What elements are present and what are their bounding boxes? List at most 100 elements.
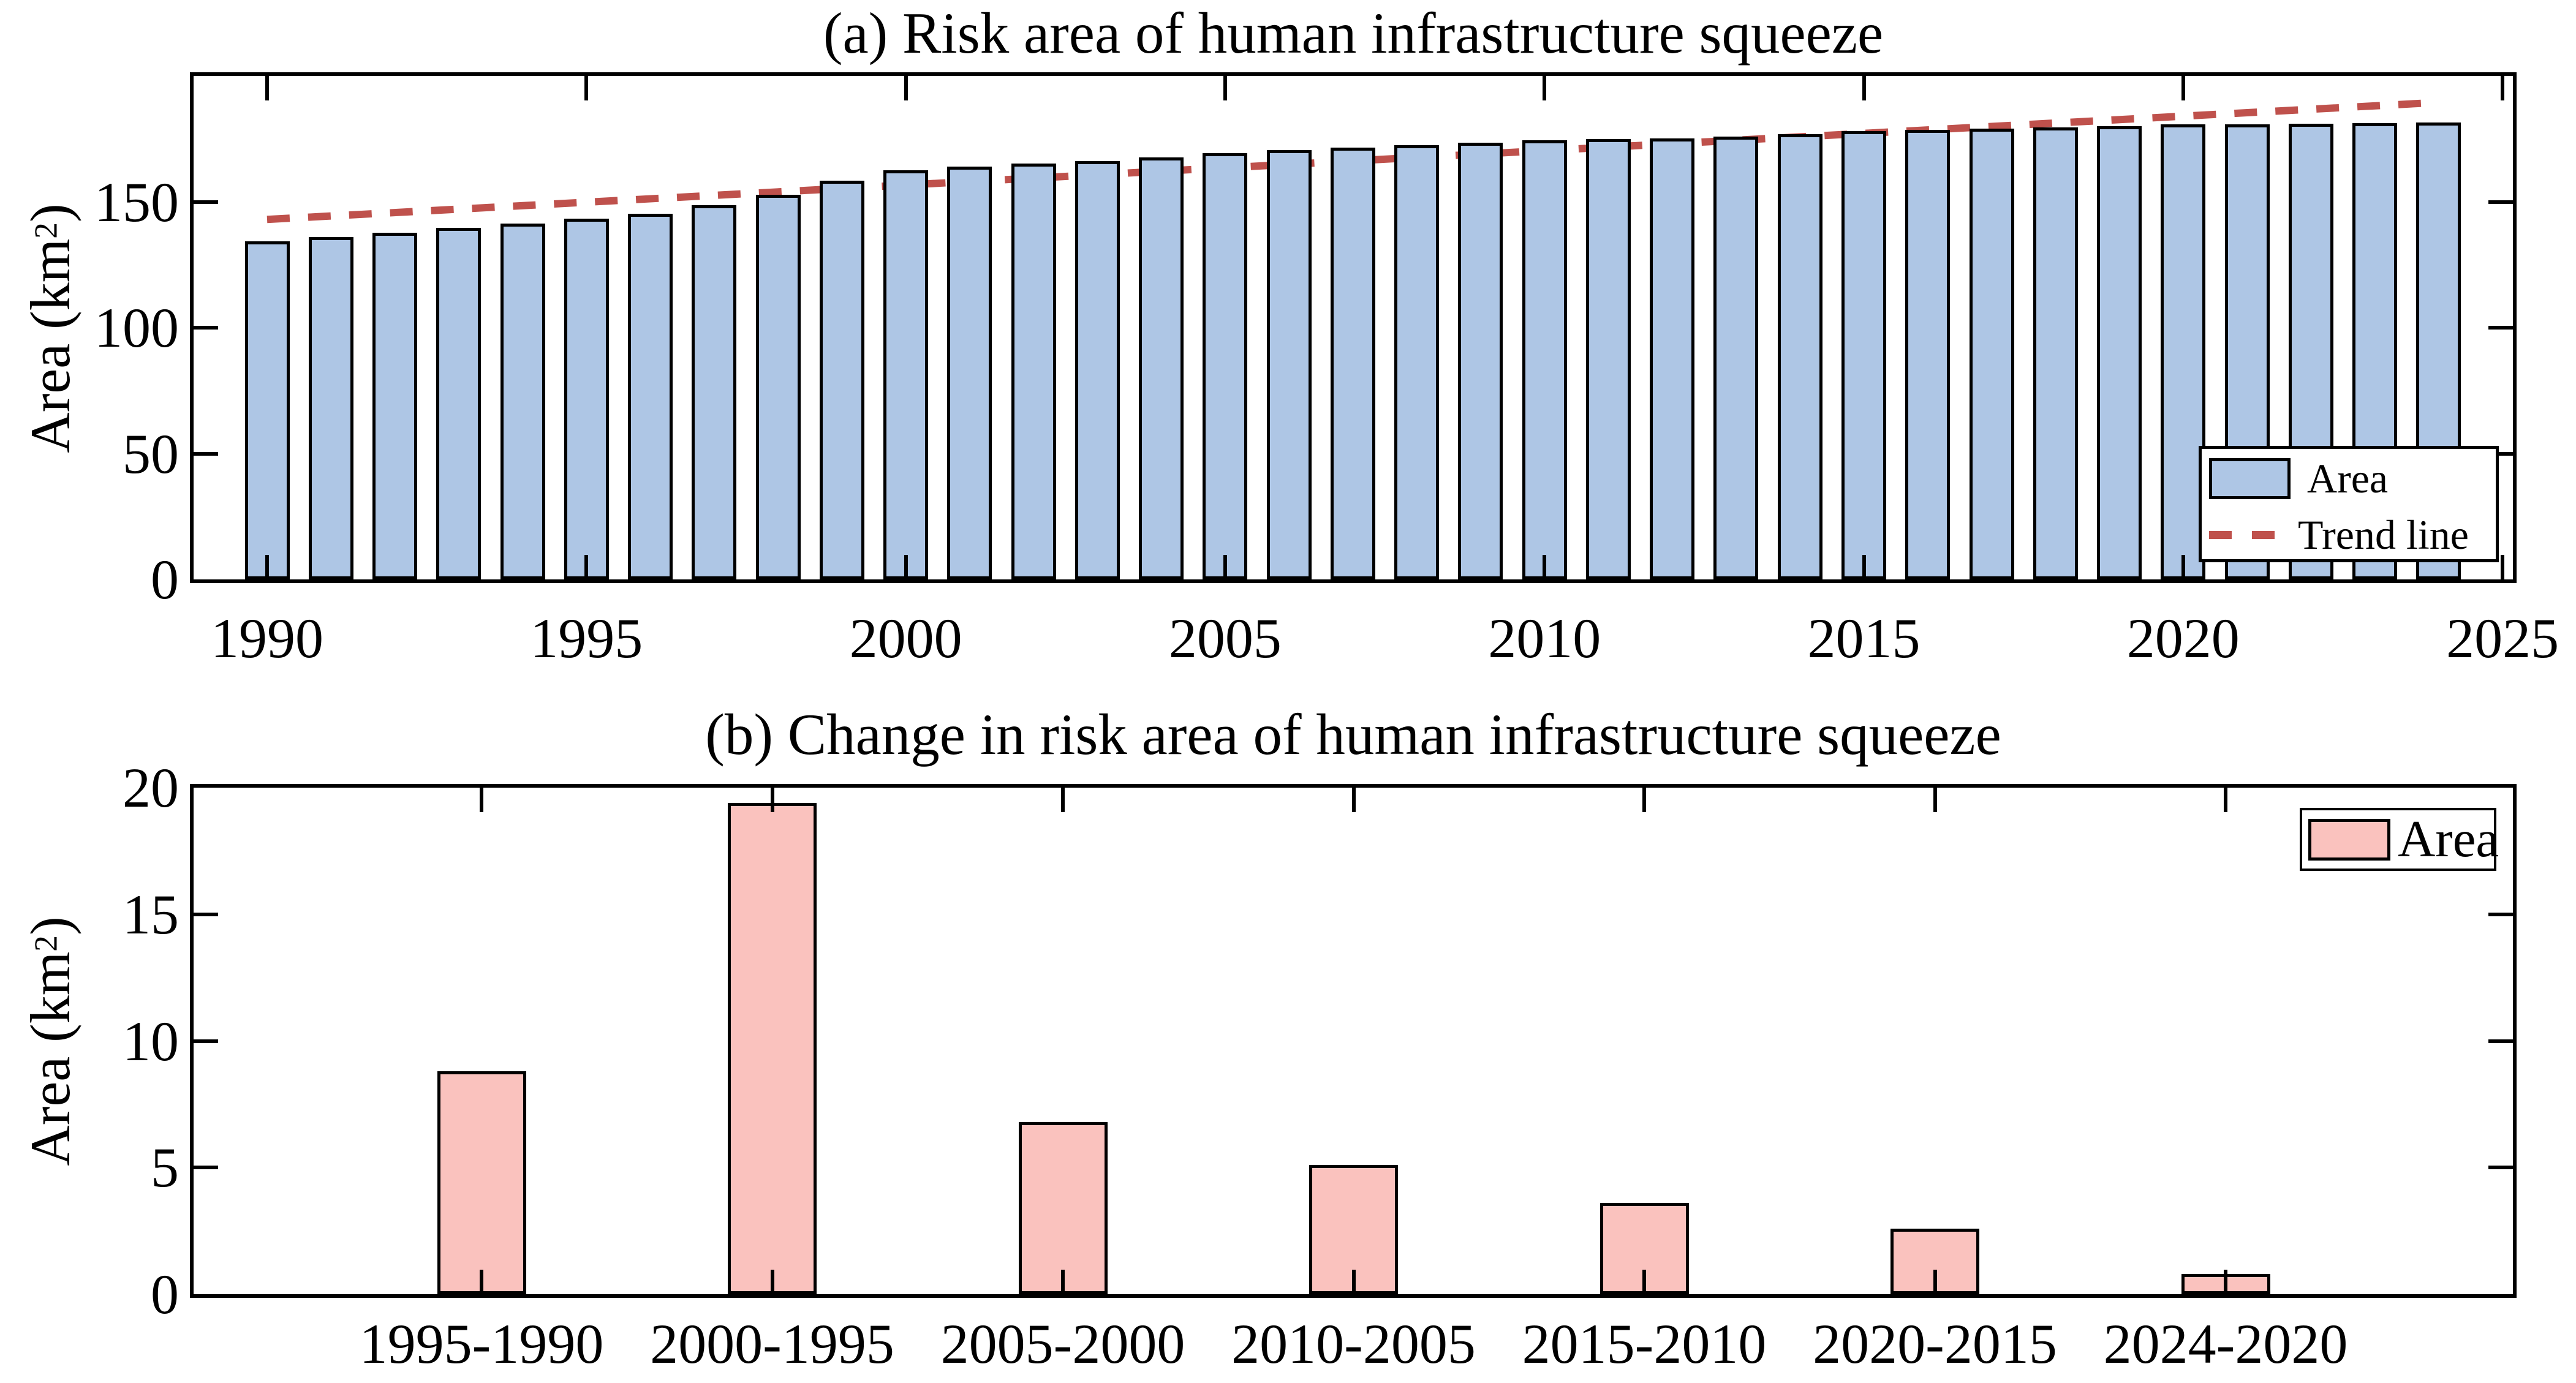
bar-2009 [1458, 143, 1503, 579]
bar-2015 [1841, 131, 1886, 579]
x-tick [1862, 76, 1866, 100]
panel-b-title: (b) Change in risk area of human infrast… [705, 702, 2001, 767]
x-tick [1543, 76, 1547, 100]
bar-2003 [1075, 160, 1120, 579]
bar-2016 [1905, 129, 1951, 579]
legend-trend-line-icon [2209, 530, 2275, 539]
bar-2000-1995 [728, 802, 817, 1294]
x-tick [1862, 555, 1866, 579]
bar-2018 [2033, 127, 2078, 579]
legend-area-swatch-b [2308, 818, 2390, 861]
y-tick [2488, 451, 2513, 456]
x-tick [2181, 555, 2185, 579]
bar-1997 [692, 205, 737, 579]
y-tick [2488, 1166, 2513, 1170]
x-tick-label: 2005 [1168, 607, 1282, 669]
bar-2005 [1203, 153, 1248, 579]
x-tick [2181, 76, 2185, 100]
x-tick [1061, 1270, 1065, 1294]
bar-2000 [883, 170, 929, 579]
bar-2013 [1713, 136, 1759, 579]
bar-1998 [755, 195, 801, 579]
x-tick [1933, 1270, 1937, 1294]
bar-2005-2000 [1018, 1121, 1108, 1294]
bar-2019 [2097, 126, 2142, 579]
panel-a-plot-area: Area Trend line [190, 72, 2517, 583]
bar-2006 [1266, 150, 1312, 579]
x-tick-label: 2020 [2126, 607, 2240, 669]
x-tick [770, 788, 774, 812]
x-tick [2501, 76, 2505, 100]
y-tick [194, 200, 218, 204]
y-tick [2488, 1039, 2513, 1043]
x-tick [1351, 788, 1356, 812]
y-tick [194, 912, 218, 916]
y-tick-label: 15 [123, 883, 179, 946]
x-tick-label: 2010-2005 [1231, 1313, 1476, 1375]
bar-2020 [2161, 124, 2206, 579]
bar-2002 [1011, 164, 1056, 579]
x-tick-label: 2024-2020 [2103, 1313, 2348, 1375]
bar-1992 [372, 233, 418, 579]
y-tick [194, 326, 218, 330]
x-tick [584, 76, 589, 100]
x-tick [904, 555, 908, 579]
x-tick-label: 1995 [530, 607, 643, 669]
x-tick [770, 1270, 774, 1294]
bar-1993 [436, 228, 482, 579]
bar-2012 [1650, 138, 1695, 579]
y-tick-label: 10 [123, 1009, 179, 1072]
x-tick-label: 2015 [1807, 607, 1921, 669]
x-tick [1933, 788, 1937, 812]
y-tick [194, 451, 218, 456]
x-tick [2501, 555, 2505, 579]
y-tick [194, 1039, 218, 1043]
x-tick-label: 2025 [2446, 607, 2559, 669]
y-tick [194, 1166, 218, 1170]
x-tick [584, 555, 589, 579]
x-tick [1061, 788, 1065, 812]
y-tick-label: 0 [151, 1263, 179, 1325]
panel-b-plot-area: Area [190, 784, 2517, 1298]
bar-2011 [1585, 139, 1631, 579]
x-tick-label: 1990 [211, 607, 323, 669]
bar-2010 [1522, 140, 1567, 579]
panel-a-title: (a) Risk area of human infrastructure sq… [823, 1, 1884, 66]
bar-2001 [947, 167, 992, 579]
y-tick-label: 150 [94, 170, 179, 233]
x-tick [904, 76, 908, 100]
bar-1996 [628, 214, 673, 579]
bar-2004 [1139, 157, 1184, 579]
x-tick-label: 2010 [1488, 607, 1601, 669]
bar-1991 [308, 237, 353, 579]
bar-2008 [1394, 145, 1440, 579]
y-tick [2488, 326, 2513, 330]
legend-area-swatch [2209, 458, 2291, 499]
y-tick-label: 50 [123, 422, 179, 485]
bar-1995-1990 [437, 1071, 526, 1294]
x-tick [480, 788, 483, 812]
x-tick-label: 2020-2015 [1813, 1313, 2057, 1375]
bar-1994 [500, 224, 545, 579]
x-tick-label: 2015-2010 [1522, 1313, 1767, 1375]
y-tick [2488, 912, 2513, 916]
x-tick-label: 1995-1990 [359, 1313, 604, 1375]
y-tick-label: 0 [151, 548, 179, 611]
bar-1999 [819, 180, 864, 579]
x-tick [1543, 555, 1547, 579]
y-tick-label: 100 [94, 296, 179, 359]
y-tick-label: 5 [151, 1136, 179, 1199]
bar-2014 [1777, 134, 1822, 579]
x-tick [1642, 1270, 1646, 1294]
x-tick [1351, 1270, 1356, 1294]
legend-trend-label: Trend line [2298, 511, 2469, 558]
x-tick [265, 555, 269, 579]
bar-2017 [1969, 128, 2014, 579]
x-tick-label: 2000 [849, 607, 962, 669]
panel-b-legend: Area [2300, 808, 2499, 871]
x-tick-label: 2000-1995 [650, 1313, 894, 1375]
x-tick [1223, 76, 1227, 100]
legend-area-label: Area [2307, 455, 2389, 502]
panel-a-legend: Area Trend line [2199, 446, 2499, 562]
